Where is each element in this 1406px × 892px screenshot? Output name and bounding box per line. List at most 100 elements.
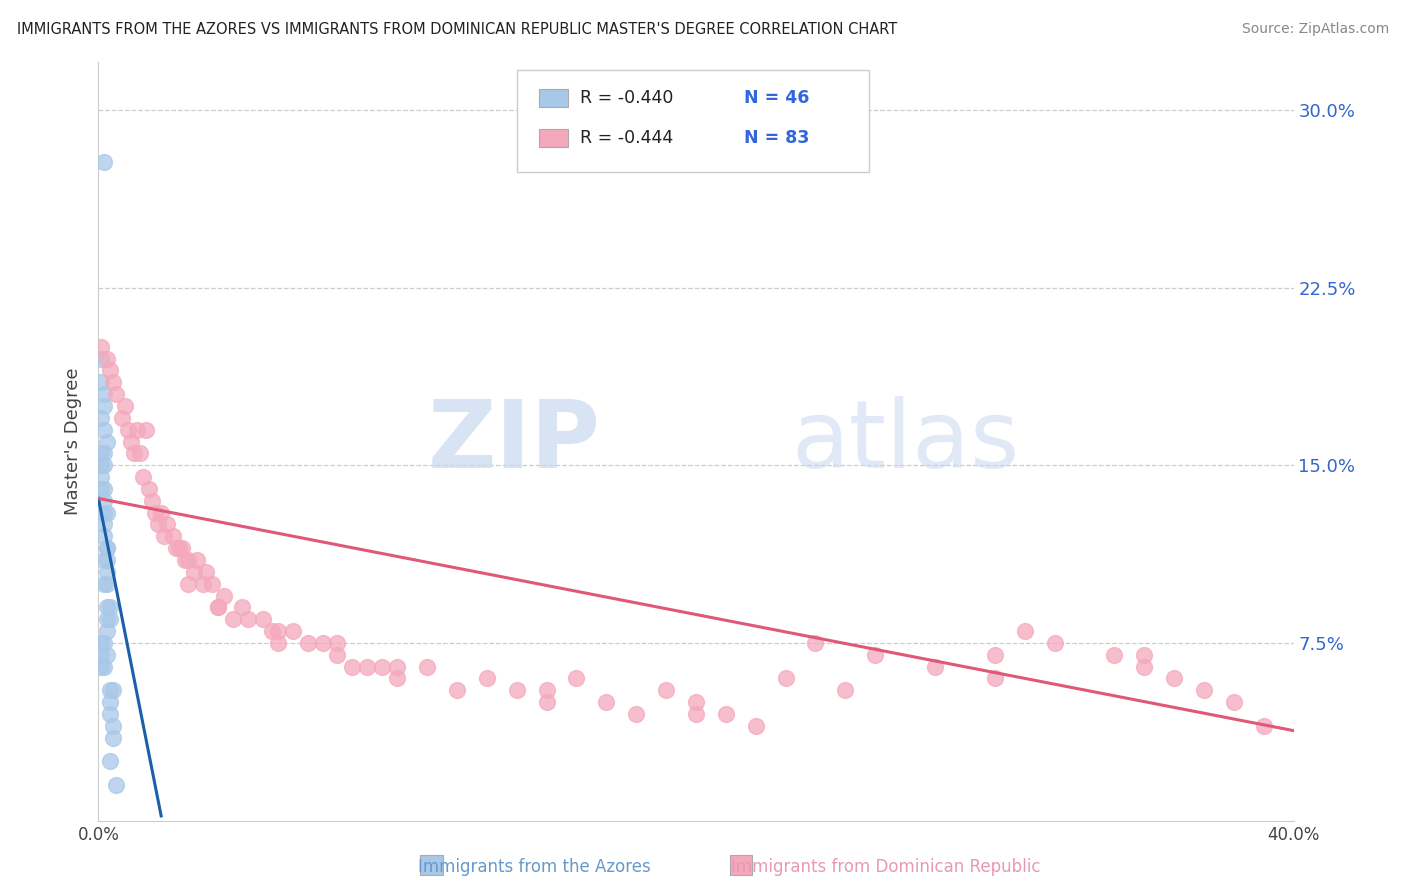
Point (90, 410, 112, 425)
Point (1253, 719, 1275, 733)
Point (90, 482, 112, 496)
Point (93, 387, 115, 401)
Point (98, 600, 122, 615)
Point (90, 470, 112, 484)
Point (1014, 624, 1036, 639)
Point (195, 565, 218, 579)
Text: N = 83: N = 83 (744, 129, 808, 147)
Point (96, 565, 118, 579)
Point (143, 506, 166, 520)
Point (595, 695, 617, 709)
Point (201, 576, 224, 591)
Point (536, 695, 558, 709)
Y-axis label: Master's Degree: Master's Degree (65, 368, 83, 516)
Point (90, 351, 112, 366)
Point (120, 434, 142, 449)
Point (804, 636, 827, 650)
Point (96, 624, 118, 639)
Point (93, 155, 115, 169)
Point (565, 672, 588, 686)
Point (93, 517, 115, 532)
Point (475, 672, 498, 686)
Point (1192, 683, 1215, 698)
Point (90, 458, 112, 473)
Point (416, 659, 439, 673)
Point (167, 541, 190, 556)
Point (252, 612, 274, 626)
Point (141, 493, 163, 508)
Text: N = 46: N = 46 (744, 89, 808, 107)
Point (1133, 659, 1156, 673)
Point (96, 648, 118, 662)
Point (222, 612, 245, 626)
Point (93, 446, 115, 460)
Point (775, 672, 797, 686)
Point (93, 659, 115, 673)
Point (98, 706, 122, 721)
Point (174, 553, 197, 567)
Point (385, 659, 409, 673)
Point (984, 648, 1007, 662)
Point (93, 636, 115, 650)
Point (342, 659, 364, 673)
Point (655, 683, 678, 698)
Point (183, 565, 205, 579)
Point (103, 731, 125, 745)
Text: Immigrants from Dominican Republic: Immigrants from Dominican Republic (731, 858, 1040, 876)
Point (536, 683, 558, 698)
Point (207, 600, 229, 615)
Point (93, 493, 115, 508)
Point (326, 648, 349, 662)
Point (124, 446, 146, 460)
Point (297, 636, 319, 650)
Point (98, 695, 122, 709)
Point (281, 624, 304, 639)
Point (714, 706, 737, 721)
Point (90, 340, 112, 354)
Point (177, 576, 200, 591)
Point (96, 351, 118, 366)
Point (191, 576, 214, 591)
Point (865, 648, 887, 662)
Point (1043, 636, 1066, 650)
Point (1104, 648, 1126, 662)
Point (924, 659, 946, 673)
Point (98, 612, 122, 626)
Point (103, 376, 125, 390)
Point (207, 600, 229, 615)
Point (1133, 648, 1156, 662)
Point (177, 553, 200, 567)
Point (446, 683, 468, 698)
Point (236, 612, 259, 626)
Point (93, 423, 115, 437)
Point (90, 636, 112, 650)
Point (93, 576, 115, 591)
Point (135, 423, 157, 437)
Point (186, 553, 208, 567)
Point (150, 506, 173, 520)
Point (103, 719, 125, 733)
Point (96, 553, 118, 567)
Point (96, 541, 118, 556)
Point (93, 482, 115, 496)
Point (138, 482, 160, 496)
Point (132, 470, 155, 484)
Point (326, 636, 349, 650)
Point (127, 423, 149, 437)
Point (162, 529, 184, 543)
Point (98, 363, 122, 377)
Point (96, 600, 118, 615)
Point (356, 659, 378, 673)
FancyBboxPatch shape (540, 129, 568, 147)
Point (267, 636, 290, 650)
Text: Source: ZipAtlas.com: Source: ZipAtlas.com (1241, 22, 1389, 37)
Point (90, 659, 112, 673)
Text: ZIP: ZIP (427, 395, 600, 488)
Point (90, 446, 112, 460)
Point (984, 672, 1007, 686)
Point (172, 541, 194, 556)
Point (165, 541, 187, 556)
Point (90, 648, 112, 662)
Point (93, 458, 115, 473)
Point (93, 553, 115, 567)
